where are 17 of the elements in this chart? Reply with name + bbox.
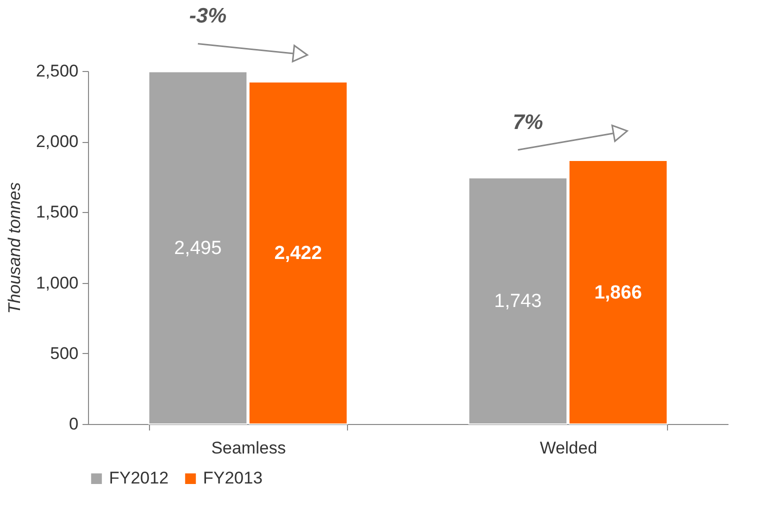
y-tick-label: 2,000 [36, 132, 78, 152]
annotation: 7% [512, 110, 544, 134]
y-tick-label: 0 [69, 414, 78, 434]
y-tick-label: 1,000 [36, 273, 78, 292]
text: -3% [189, 4, 227, 28]
y-tick-label: 1,500 [36, 202, 78, 222]
legend-label: FY2013 [203, 468, 263, 488]
x-tick-label: Seamless [211, 438, 286, 458]
y-axis-title: Thousand tonnes [4, 182, 24, 314]
data-label: 2,495 [174, 238, 222, 259]
x-tick-label: Welded [540, 438, 598, 458]
y-tick-label: 500 [50, 344, 78, 363]
legend-label: FY2012 [109, 468, 169, 488]
data-label: 1,743 [494, 290, 542, 312]
y-tick-label: 2,500 [36, 62, 78, 80]
data-label: 2,422 [274, 243, 322, 264]
data-label: 1,866 [594, 282, 642, 304]
